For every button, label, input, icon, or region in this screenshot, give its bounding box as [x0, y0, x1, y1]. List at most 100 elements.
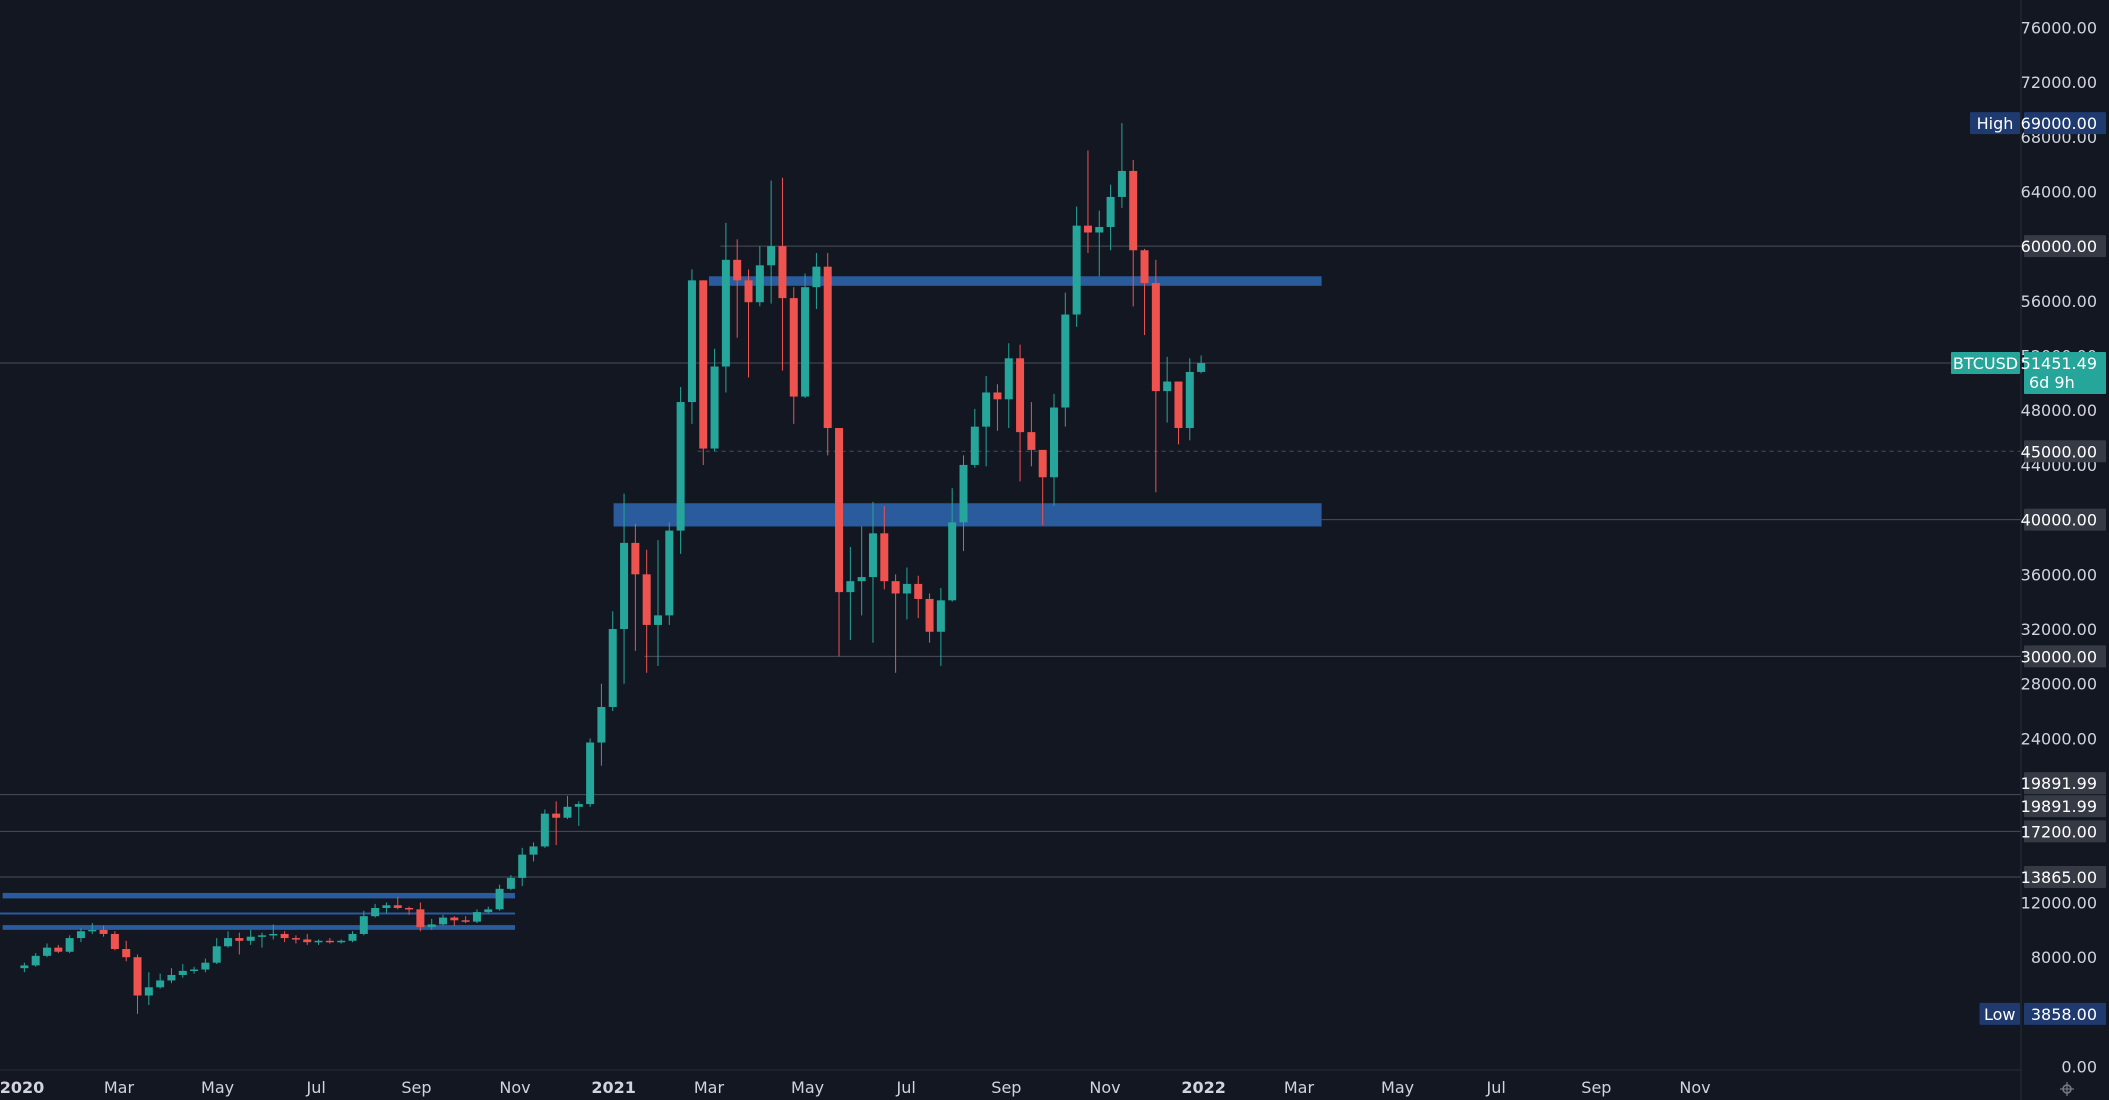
y-tick-label: 72000.00 [2021, 73, 2097, 92]
candle-down [823, 266, 832, 429]
candle-up [472, 912, 481, 922]
x-tick-label: Sep [1581, 1078, 1611, 1097]
price-badge [2024, 440, 2106, 463]
price-badge-label: 17200.00 [2021, 822, 2097, 841]
candle-down [133, 957, 142, 996]
candle-up [1061, 314, 1070, 408]
candle-down [110, 933, 119, 950]
price-badge [2024, 820, 2106, 843]
price-badge-label: 19891.99 [2021, 797, 2097, 816]
candle-up [178, 970, 187, 975]
price-axis[interactable]: 76000.0072000.0068000.0064000.0056000.00… [2020, 0, 2109, 1100]
candle-up [755, 265, 764, 303]
candle-up [257, 935, 266, 937]
candle-up [65, 938, 74, 952]
y-tick-label: 48000.00 [2021, 401, 2097, 420]
candle-up [212, 946, 221, 963]
candle-down [993, 392, 1002, 400]
candle-down [405, 907, 414, 910]
candle-up [959, 464, 968, 523]
x-tick-label: Mar [104, 1078, 135, 1097]
candle-up [156, 980, 165, 988]
y-tick-label: 12000.00 [2021, 894, 2097, 913]
candle-up [359, 916, 368, 934]
x-tick-label: Nov [499, 1078, 530, 1097]
candle-up [42, 947, 51, 956]
candle-up [857, 577, 866, 582]
candle-down [835, 428, 844, 593]
candle-up [1050, 407, 1059, 478]
candle-up [801, 287, 810, 397]
zone-box [613, 503, 1322, 527]
x-tick-label: Sep [991, 1078, 1021, 1097]
time-axis[interactable]: 2020 Mar May Jul Sep Nov 2021 Mar May Jul Sep Nov 20… [0, 1069, 2021, 1097]
candle-up [970, 426, 979, 465]
price-tag-label: Low [1984, 1005, 2016, 1024]
candle-up [563, 806, 572, 818]
y-tick-label: 8000.00 [2031, 948, 2097, 967]
price-badge-label: 51451.49 [2021, 354, 2097, 373]
candle-down [1140, 250, 1149, 284]
candle-up [88, 929, 97, 932]
candle-up [529, 846, 538, 855]
y-tick-label: 32000.00 [2021, 620, 2097, 639]
candle-up [382, 905, 391, 908]
candle-down [642, 574, 651, 625]
candle-down [733, 259, 742, 281]
candle-down [291, 938, 300, 940]
zone-box [708, 276, 1322, 286]
candle-up [902, 583, 911, 594]
price-tag-label: BTCUSD [1953, 354, 2018, 373]
price-tag [1970, 112, 2020, 135]
candle-up [337, 940, 346, 943]
settings-gear-icon[interactable] [2060, 1082, 2074, 1096]
x-tick-label: Jul [896, 1078, 916, 1097]
price-badge [2024, 352, 2106, 395]
price-tag [1979, 1002, 2020, 1025]
candle-up [767, 246, 776, 266]
candle-down [914, 583, 923, 599]
y-tick-label: 24000.00 [2021, 729, 2097, 748]
price-badge-label: 45000.00 [2021, 442, 2097, 461]
candle-up [710, 366, 719, 449]
y-tick-label: 36000.00 [2021, 565, 2097, 584]
price-badge [2024, 795, 2106, 818]
x-tick-label: 2022 [1181, 1078, 1226, 1097]
zone-box [2, 925, 516, 930]
zone-box [2, 892, 516, 899]
horizontal-levels [0, 245, 2021, 915]
candle-up [1197, 363, 1206, 372]
price-badge-label: 30000.00 [2021, 647, 2097, 666]
zones [2, 276, 1322, 930]
candle-down [54, 947, 63, 952]
x-tick-label: Nov [1679, 1078, 1710, 1097]
candle-up [936, 600, 945, 632]
x-tick-label: Nov [1089, 1078, 1120, 1097]
candle-up [574, 804, 583, 807]
candle-down [1129, 170, 1138, 251]
candle-up [846, 581, 855, 593]
x-tick-label: Jul [1486, 1078, 1506, 1097]
candle-down [552, 813, 561, 818]
candle-down [416, 909, 425, 928]
candle-up [201, 962, 210, 970]
candle-up [1072, 225, 1081, 315]
candle-down [461, 920, 470, 922]
candle-down [280, 933, 289, 939]
price-axis-panel [2021, 0, 2109, 1100]
candle-up [1095, 227, 1104, 233]
x-tick-label: May [201, 1078, 234, 1097]
price-badge [2024, 112, 2106, 135]
candle-up [1117, 170, 1126, 197]
candle-up [620, 542, 629, 630]
candle-up [982, 392, 991, 427]
candle-down [891, 581, 900, 594]
candle-up [269, 933, 278, 936]
x-tick-label: 2021 [591, 1078, 636, 1097]
price-badge [2024, 1002, 2106, 1025]
y-tick-label: 0.00 [2061, 1058, 2097, 1077]
price-badge-label: 60000.00 [2021, 237, 2097, 256]
candle-up [1163, 381, 1172, 392]
